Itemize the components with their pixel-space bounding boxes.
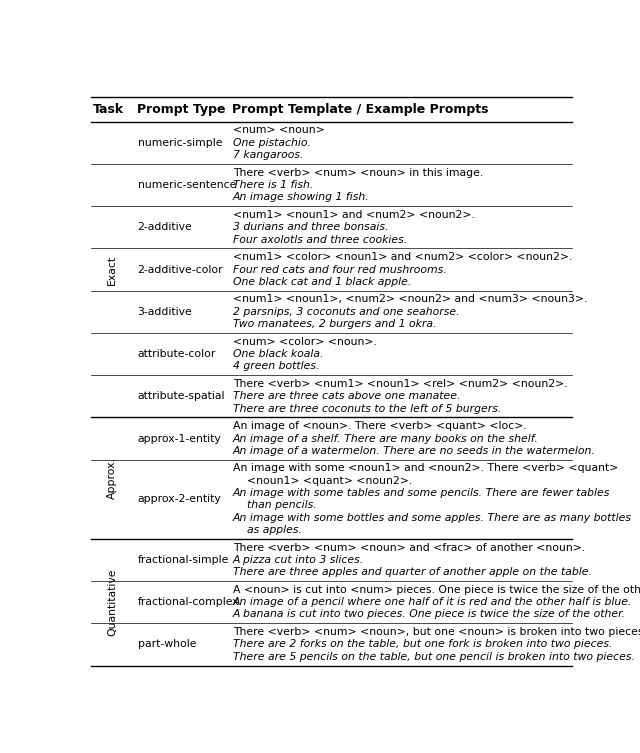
Text: There are three coconuts to the left of 5 burgers.: There are three coconuts to the left of … — [233, 404, 501, 413]
Text: fractional-complex: fractional-complex — [138, 597, 239, 607]
Text: 2-additive: 2-additive — [138, 222, 192, 232]
Text: approx-1-entity: approx-1-entity — [138, 434, 221, 444]
Text: <num1> <color> <noun1> and <num2> <color> <noun2>.: <num1> <color> <noun1> and <num2> <color… — [233, 252, 572, 262]
Text: 4 green bottles.: 4 green bottles. — [233, 361, 319, 371]
Text: <noun1> <quant> <noun2>.: <noun1> <quant> <noun2>. — [233, 476, 412, 486]
Text: <num> <noun>: <num> <noun> — [233, 126, 324, 136]
Text: 2 parsnips, 3 coconuts and one seahorse.: 2 parsnips, 3 coconuts and one seahorse. — [233, 306, 460, 317]
Text: An image of a pencil where one half of it is red and the other half is blue.: An image of a pencil where one half of i… — [233, 597, 632, 607]
Text: as apples.: as apples. — [233, 525, 302, 535]
Text: <num1> <noun1>, <num2> <noun2> and <num3> <noun3>.: <num1> <noun1>, <num2> <noun2> and <num3… — [233, 294, 587, 304]
Text: Four red cats and four red mushrooms.: Four red cats and four red mushrooms. — [233, 264, 447, 275]
Text: There is 1 fish.: There is 1 fish. — [233, 180, 313, 190]
Text: Two manatees, 2 burgers and 1 okra.: Two manatees, 2 burgers and 1 okra. — [233, 319, 436, 329]
Text: 3 durians and three bonsais.: 3 durians and three bonsais. — [233, 222, 388, 232]
Text: Exact: Exact — [108, 255, 117, 285]
Text: 7 kangaroos.: 7 kangaroos. — [233, 150, 303, 160]
Text: There <verb> <num1> <noun1> <rel> <num2> <noun2>.: There <verb> <num1> <noun1> <rel> <num2>… — [233, 379, 568, 389]
Text: 3-additive: 3-additive — [138, 306, 192, 317]
Text: There <verb> <num> <noun> and <frac> of another <noun>.: There <verb> <num> <noun> and <frac> of … — [233, 543, 585, 553]
Text: An image of <noun>. There <verb> <quant> <loc>.: An image of <noun>. There <verb> <quant>… — [233, 421, 527, 431]
Text: fractional-simple: fractional-simple — [138, 555, 229, 565]
Text: One black koala.: One black koala. — [233, 349, 323, 359]
Text: There are three apples and quarter of another apple on the table.: There are three apples and quarter of an… — [233, 567, 592, 578]
Text: part-whole: part-whole — [138, 639, 196, 649]
Text: <num> <color> <noun>.: <num> <color> <noun>. — [233, 337, 377, 346]
Text: An image of a watermelon. There are no seeds in the watermelon.: An image of a watermelon. There are no s… — [233, 446, 596, 456]
Text: A banana is cut into two pieces. One piece is twice the size of the other.: A banana is cut into two pieces. One pie… — [233, 609, 626, 620]
Text: There are 2 forks on the table, but one fork is broken into two pieces.: There are 2 forks on the table, but one … — [233, 639, 612, 649]
Text: Approx.: Approx. — [108, 457, 117, 499]
Text: A <noun> is cut into <num> pieces. One piece is twice the size of the other.: A <noun> is cut into <num> pieces. One p… — [233, 585, 640, 595]
Text: There <verb> <num> <noun> in this image.: There <verb> <num> <noun> in this image. — [233, 168, 483, 178]
Text: There <verb> <num> <noun>, but one <noun> is broken into two pieces.: There <verb> <num> <noun>, but one <noun… — [233, 627, 640, 637]
Text: numeric-simple: numeric-simple — [138, 138, 222, 148]
Text: Quantitative: Quantitative — [108, 569, 117, 636]
Text: attribute-spatial: attribute-spatial — [138, 392, 225, 401]
Text: A pizza cut into 3 slices.: A pizza cut into 3 slices. — [233, 555, 364, 565]
Text: An image showing 1 fish.: An image showing 1 fish. — [233, 192, 369, 203]
Text: approx-2-entity: approx-2-entity — [138, 494, 221, 505]
Text: numeric-sentence: numeric-sentence — [138, 180, 236, 190]
Text: An image with some tables and some pencils. There are fewer tables: An image with some tables and some penci… — [233, 488, 610, 498]
Text: than pencils.: than pencils. — [233, 500, 317, 511]
Text: An image with some <noun1> and <noun2>. There <verb> <quant>: An image with some <noun1> and <noun2>. … — [233, 463, 618, 474]
Text: There are 5 pencils on the table, but one pencil is broken into two pieces.: There are 5 pencils on the table, but on… — [233, 651, 635, 662]
Text: Prompt Template / Example Prompts: Prompt Template / Example Prompts — [232, 103, 488, 116]
Text: Prompt Type: Prompt Type — [136, 103, 225, 116]
Text: 2-additive-color: 2-additive-color — [138, 264, 223, 275]
Text: There are three cats above one manatee.: There are three cats above one manatee. — [233, 392, 460, 401]
Text: Task: Task — [93, 103, 124, 116]
Text: One black cat and 1 black apple.: One black cat and 1 black apple. — [233, 277, 411, 287]
Text: One pistachio.: One pistachio. — [233, 138, 311, 148]
Text: An image of a shelf. There are many books on the shelf.: An image of a shelf. There are many book… — [233, 434, 539, 444]
Text: An image with some bottles and some apples. There are as many bottles: An image with some bottles and some appl… — [233, 513, 632, 523]
Text: Four axolotls and three cookies.: Four axolotls and three cookies. — [233, 235, 407, 245]
Text: <num1> <noun1> and <num2> <noun2>.: <num1> <noun1> and <num2> <noun2>. — [233, 210, 475, 220]
Text: attribute-color: attribute-color — [138, 349, 216, 359]
